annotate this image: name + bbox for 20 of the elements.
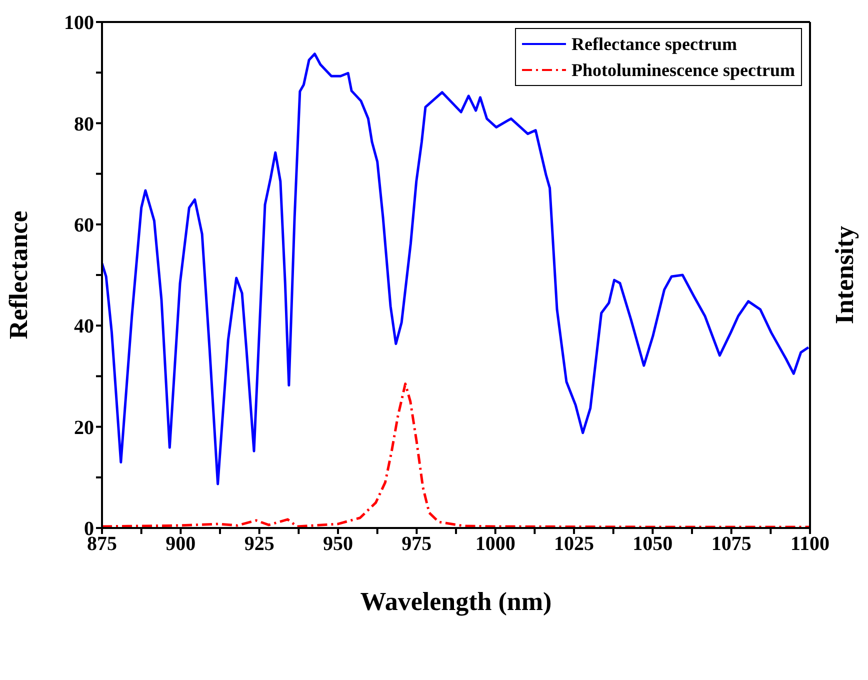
y-tick-label: 40 [74, 316, 94, 338]
y-tick-label: 80 [74, 113, 94, 136]
x-tick-label: 1050 [632, 533, 673, 556]
x-tick-label: 950 [323, 533, 353, 556]
y-tick-label: 20 [74, 416, 94, 439]
line-series [102, 52, 810, 486]
y-axis-title: Reflectance [4, 210, 34, 340]
y-tick-label: 100 [64, 12, 94, 34]
legend-label: Reflectance spectrum [572, 33, 737, 56]
y2-axis-title: Intensity [830, 226, 860, 324]
y-tick-label: 60 [74, 214, 94, 236]
x-axis-title: Wavelength (nm) [360, 587, 552, 616]
x-tick-label: 900 [166, 533, 196, 556]
x-tick-label: 1100 [790, 533, 830, 556]
x-tick-label: 1025 [554, 533, 594, 556]
x-tick-label: 1000 [475, 533, 516, 556]
x-tick-label: 1075 [711, 533, 752, 556]
x-tick-label: 975 [402, 533, 432, 556]
legend-label: Photoluminescence spectrum [572, 59, 795, 82]
x-tick-label: 925 [244, 533, 274, 556]
